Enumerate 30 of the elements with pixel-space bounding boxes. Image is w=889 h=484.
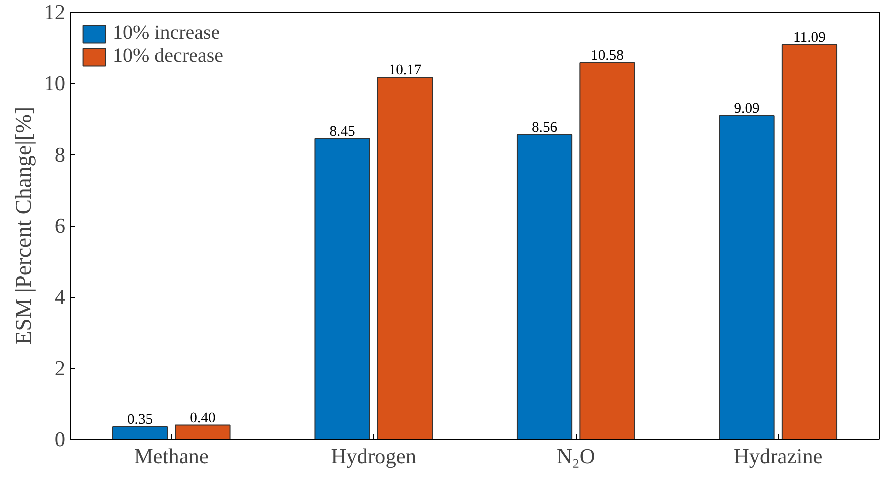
data-label: 10.58 xyxy=(590,48,624,64)
y-tick-label: 6 xyxy=(54,214,66,238)
y-tick-label: 12 xyxy=(44,0,66,24)
x-tick-label: Hydrogen xyxy=(331,444,417,468)
y-tick-label: 10 xyxy=(44,72,66,96)
bar xyxy=(719,116,775,440)
bar xyxy=(112,426,168,440)
bar xyxy=(782,44,838,440)
bar xyxy=(516,134,573,440)
y-tick-label: 0 xyxy=(54,428,66,452)
x-tick-label: Methane xyxy=(134,444,209,468)
data-label: 0.40 xyxy=(190,410,216,426)
bar xyxy=(580,62,636,440)
y-axis-title: ESM |Percent Change|[%] xyxy=(11,106,36,346)
data-label: 0.35 xyxy=(127,412,154,428)
data-label: 8.56 xyxy=(532,120,558,136)
legend-label: 10% increase xyxy=(113,22,220,45)
y-tick-label: 2 xyxy=(54,356,66,380)
data-label: 9.09 xyxy=(734,101,760,118)
bar xyxy=(314,138,370,440)
data-label: 8.45 xyxy=(330,124,356,140)
bar xyxy=(377,77,434,440)
x-tick-label: Hydrazine xyxy=(734,444,823,468)
bar xyxy=(175,424,231,440)
legend-label: 10% decrease xyxy=(113,45,224,68)
data-label: 10.17 xyxy=(388,62,422,79)
y-tick-label: 4 xyxy=(54,285,66,310)
x-tick-label: N₂O xyxy=(557,444,596,468)
data-label: 11.09 xyxy=(794,30,826,46)
y-tick-label: 8 xyxy=(54,142,66,167)
